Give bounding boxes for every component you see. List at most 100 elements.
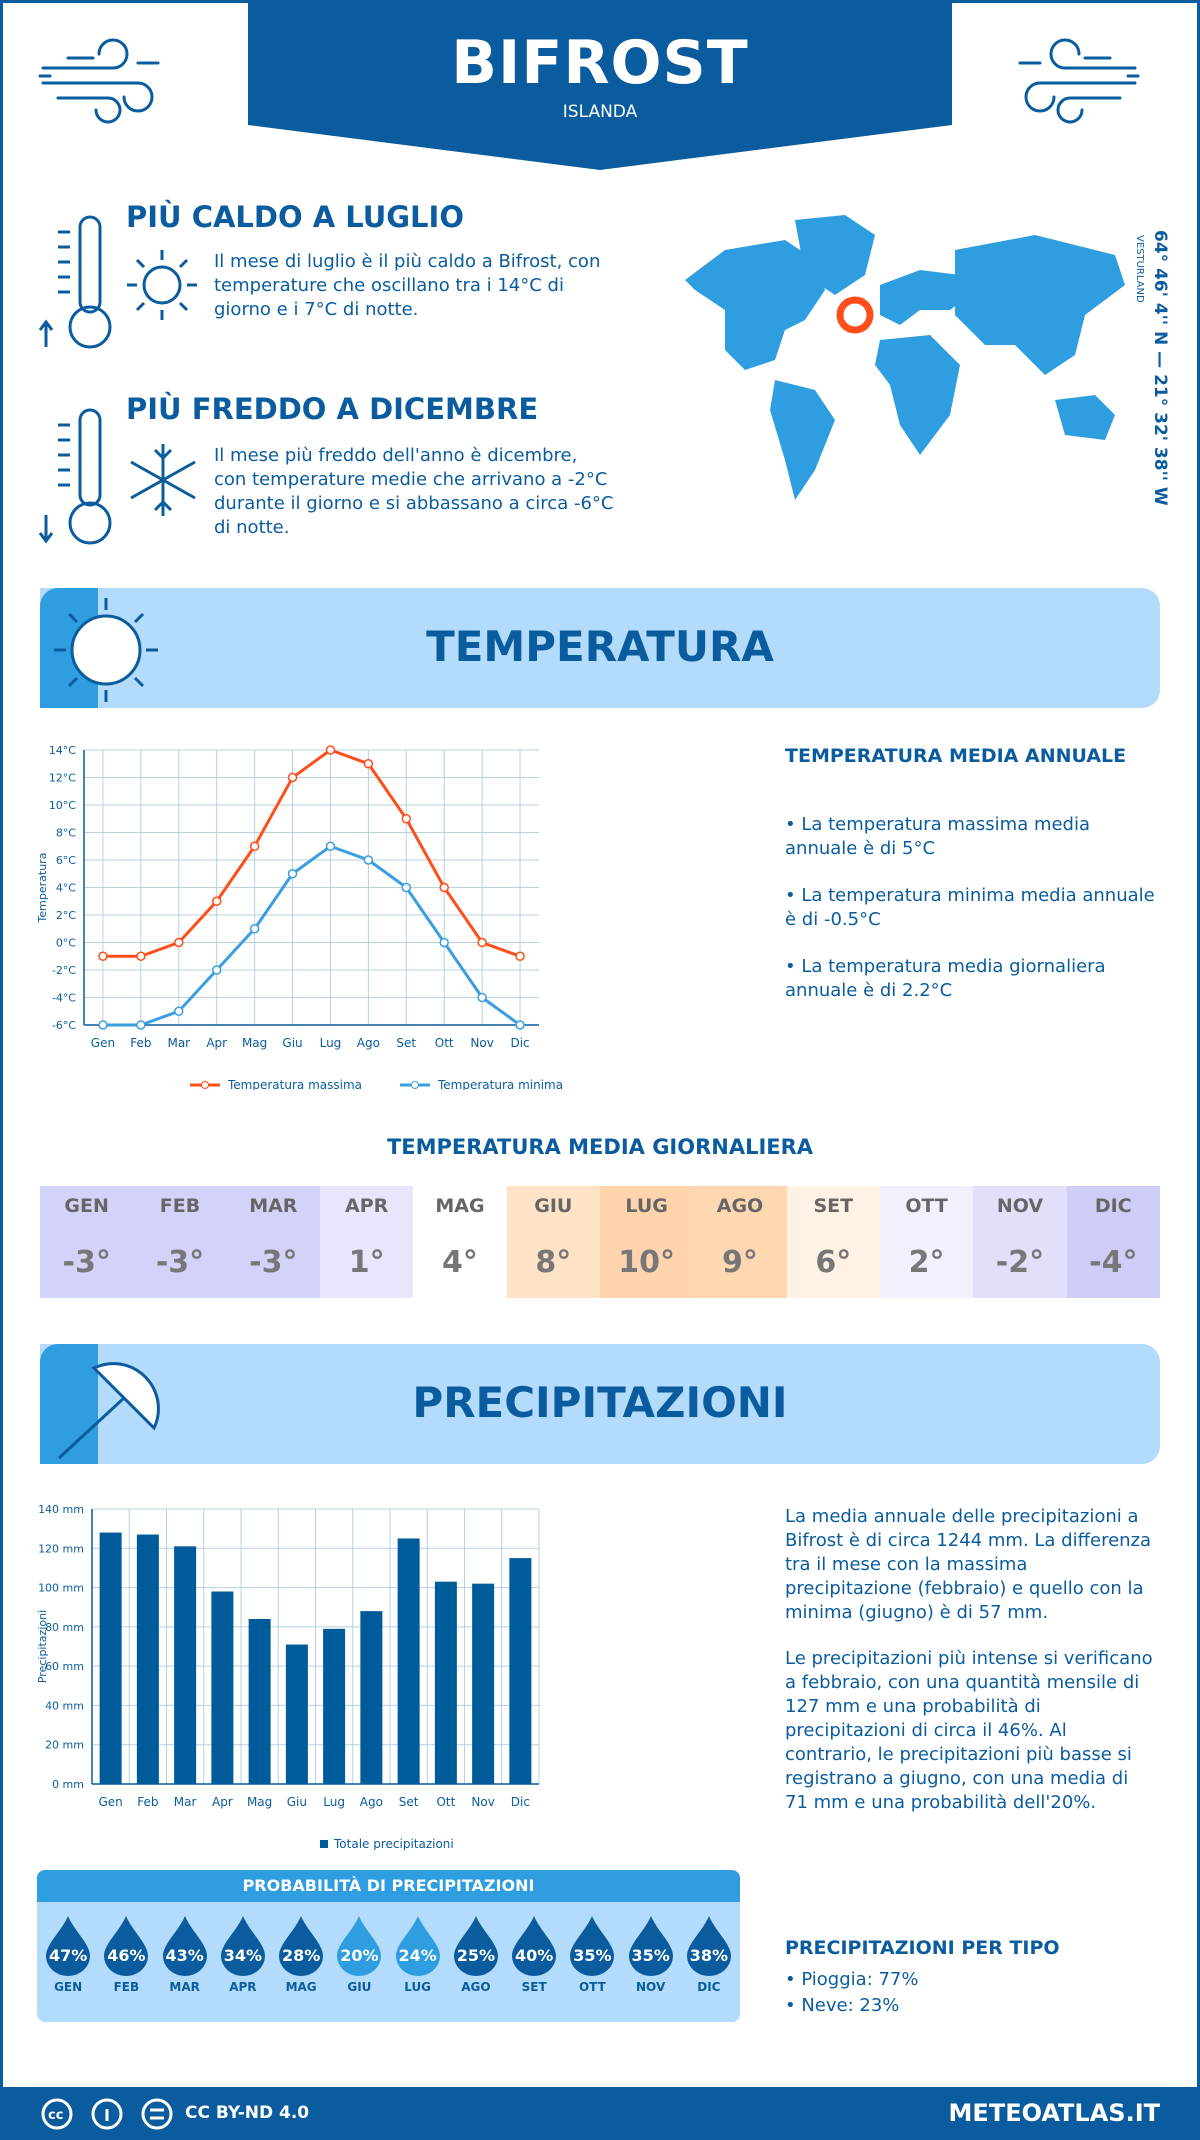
y-tick-label: 4°C [56,882,76,895]
probability-month: MAG [285,1980,317,1994]
bar [434,1581,457,1784]
data-point [136,951,146,961]
coldest-title: PIÙ FREDDO A DICEMBRE [126,392,539,426]
probability-title: PROBABILITÀ DI PRECIPITAZIONI [37,1870,740,1902]
legend-marker [201,1081,209,1089]
x-tick-label: Ago [360,1795,383,1809]
probability-month: GIU [347,1980,372,1994]
month-header: APR [319,1186,414,1226]
daily-temp-value: 8° [506,1226,600,1298]
x-tick-label: Mag [242,1036,267,1050]
legend-label: Temperatura minima [437,1078,563,1090]
umbrella-icon [57,1362,160,1460]
drop-icon [220,1916,265,1976]
bar [472,1583,495,1784]
probability-value: 35% [631,1946,670,1965]
thermometer-up-icon [38,215,112,349]
probability-drop: 38% DIC [681,1914,737,1994]
bar [397,1538,420,1784]
drop-icon [628,1916,673,1976]
legend-label: Temperatura massima [227,1078,362,1090]
thermometer-down-icon [38,408,112,545]
country-label: ISLANDA [562,102,638,122]
annual-bullet: • La temperatura massima media annuale è… [785,814,1091,859]
month-header: GIU [506,1186,600,1226]
y-axis-label: Precipitazioni [36,1610,49,1683]
x-tick-label: Nov [470,1036,493,1050]
probability-month: LUG [404,1980,432,1994]
temperature-chart: -6°C -4°C -2°C 0°C 2°C 4°C 6°C 8°C 10°C 12°C 14°C G… [36,744,563,1090]
data-point [477,992,487,1003]
month-header: MAR [226,1186,320,1226]
data-point [174,1006,184,1016]
probability-drop: 35% NOV [623,1914,679,1994]
x-tick-label: Mar [167,1036,190,1050]
y-tick-label: 20 mm [45,1739,84,1752]
probability-value: 47% [48,1946,88,1965]
x-tick-label: Mag [247,1795,272,1809]
probability-drop: 20% GIU [331,1914,387,1994]
site-link[interactable]: METEOATLAS.IT [948,2099,1160,2127]
daily-temp-value: 1° [319,1226,414,1298]
x-tick-label: Giu [287,1795,307,1809]
y-tick-label: -6°C [52,1019,76,1032]
probability-value: 40% [514,1946,554,1965]
x-tick-label: Gen [98,1795,122,1809]
x-tick-label: Apr [206,1036,227,1050]
wind-icon [38,38,160,124]
location-marker [836,296,874,334]
x-tick-label: Feb [130,1036,151,1050]
y-tick-label: 10°C [49,799,76,812]
bar [360,1611,383,1784]
data-point [211,965,222,975]
data-point [287,869,298,879]
data-point [249,841,260,851]
series-line [102,844,521,1027]
coordinates: 64° 46' 4'' N — 21° 32' 38'' W [1150,230,1170,506]
sun-icon [127,250,197,320]
probability-value: 25% [456,1946,496,1965]
y-tick-label: 12°C [49,772,76,785]
x-tick-label: Ott [436,1795,455,1809]
x-tick-label: Gen [91,1036,115,1050]
y-tick-label: -4°C [52,992,76,1005]
probability-drop: 34% APR [215,1914,271,1994]
data-point [363,759,374,769]
precip-type-snow: • Neve: 23% [785,1995,900,2016]
probability-value: 20% [340,1946,379,1965]
x-tick-label: Giu [282,1036,302,1050]
data-point [211,896,222,906]
probability-month: SET [521,1980,547,1994]
drop-icon [162,1916,207,1976]
legend-marker [411,1081,419,1089]
data-point [477,937,487,948]
daily-temp-title: TEMPERATURA MEDIA GIORNALIERA [386,1135,814,1159]
world-map [685,215,1125,500]
probability-drop: 28% MAG [273,1914,329,1994]
bar [136,1534,159,1784]
bar [99,1532,122,1784]
data-point [515,1020,525,1030]
y-tick-label: -2°C [52,964,76,977]
y-tick-label: 100 mm [38,1582,84,1595]
license-label[interactable]: CC BY-ND 4.0 [185,2103,310,2123]
bar [174,1546,197,1784]
drop-icon [570,1916,615,1976]
precip-type-title: PRECIPITAZIONI PER TIPO [785,1937,1060,1959]
precip-text-2: Le precipitazioni più intense si verific… [785,1648,1153,1813]
drop-icon [104,1916,149,1976]
precip-text-1: La media annuale delle precipitazioni a … [785,1506,1152,1623]
daily-temp-value: -4° [1066,1226,1160,1298]
probability-month: AGO [461,1980,491,1994]
month-header: NOV [973,1186,1067,1226]
temperature-title: TEMPERATURA [426,622,774,671]
month-header: AGO [693,1186,787,1226]
drop-icon [453,1916,498,1976]
x-tick-label: Set [396,1036,416,1050]
bar [285,1644,308,1784]
daily-temp-value: 4° [413,1226,507,1298]
probability-drop: 25% AGO [448,1914,504,1994]
drop-icon [337,1916,382,1976]
data-point [325,745,336,755]
daily-temp-value: -3° [133,1226,227,1298]
